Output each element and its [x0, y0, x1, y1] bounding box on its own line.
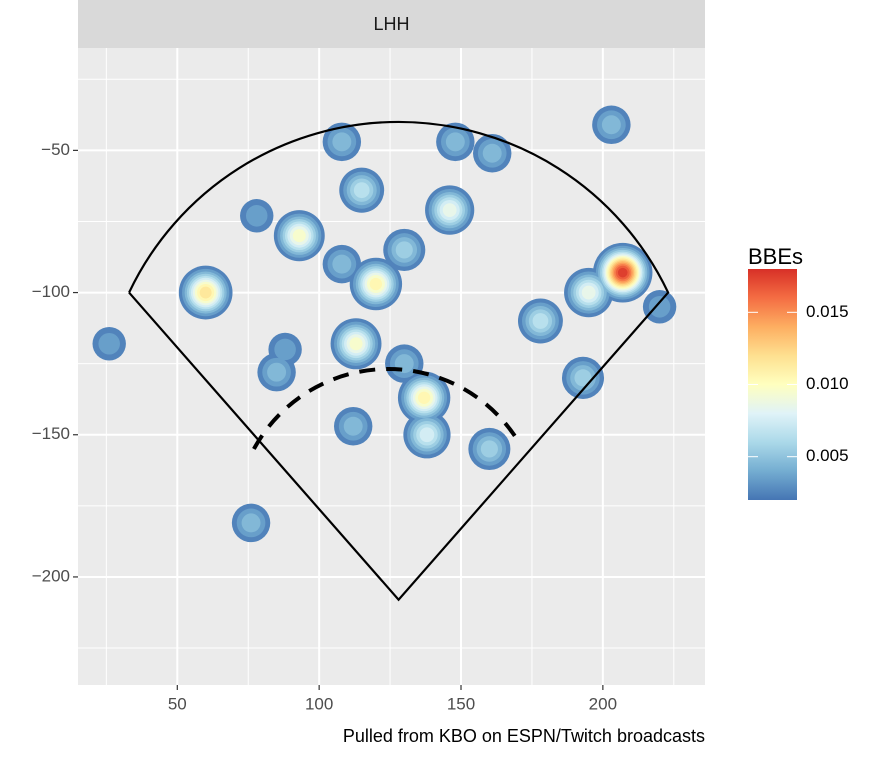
axes: 50 100 150 200 −50 −100 −150 −200: [32, 140, 617, 714]
legend-title: BBEs: [748, 244, 803, 269]
facet-strip: [78, 0, 705, 48]
density-band: [482, 143, 502, 163]
density-band: [241, 513, 261, 533]
density: [92, 105, 677, 543]
infield-arc: [252, 367, 520, 450]
field: [128, 120, 670, 602]
density-band: [648, 295, 671, 318]
density-band: [395, 241, 413, 259]
x-tick-label: 50: [168, 694, 187, 713]
y-tick-label: −150: [32, 424, 70, 443]
caption: Pulled from KBO on ESPN/Twitch broadcast…: [343, 726, 705, 746]
density-band: [199, 286, 212, 299]
facet-label: LHH: [373, 14, 409, 34]
density-band: [480, 440, 498, 458]
density-band: [343, 416, 363, 436]
density-band: [369, 277, 383, 291]
density-band: [353, 182, 370, 199]
density-band: [601, 115, 621, 135]
x-tick-label: 100: [305, 694, 333, 713]
density-band: [98, 332, 120, 355]
legend-label: 0.005: [806, 446, 849, 465]
density-band: [532, 313, 549, 329]
density-band: [292, 229, 306, 243]
density-band: [419, 427, 435, 443]
density-band: [245, 204, 268, 227]
density-band: [349, 337, 363, 351]
density-band: [442, 203, 457, 217]
field-outline: [128, 120, 670, 602]
density-band: [417, 391, 431, 404]
legend: 0.005 0.010 0.015: [748, 302, 849, 465]
density-band: [267, 362, 287, 382]
legend-label: 0.015: [806, 302, 849, 321]
legend-label: 0.010: [806, 374, 849, 393]
y-tick-label: −200: [32, 566, 70, 585]
density-band: [581, 285, 596, 300]
x-tick-label: 150: [447, 694, 475, 713]
density-band: [445, 132, 465, 152]
density-band: [332, 132, 352, 152]
density-band: [274, 338, 296, 361]
density-band: [332, 254, 352, 274]
x-tick-label: 200: [589, 694, 617, 713]
density-band: [574, 369, 592, 387]
y-tick-label: −100: [32, 282, 70, 301]
density-band: [617, 267, 628, 278]
y-tick-label: −50: [41, 140, 70, 159]
